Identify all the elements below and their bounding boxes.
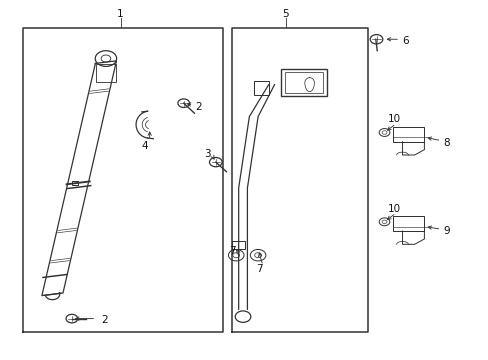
Bar [96, 64, 116, 82]
Text: 9: 9 [442, 226, 448, 237]
Bar [392, 216, 424, 231]
Text: 7: 7 [255, 264, 262, 274]
Text: 1: 1 [117, 9, 123, 19]
Text: 8: 8 [442, 138, 448, 148]
Text: 2: 2 [195, 102, 201, 112]
Bar [232, 241, 245, 249]
Bar [285, 72, 323, 93]
Bar [72, 181, 78, 185]
Text: 10: 10 [387, 113, 400, 123]
Text: 10: 10 [387, 203, 400, 213]
Bar [281, 69, 326, 96]
Text: 2: 2 [101, 315, 107, 325]
Text: 5: 5 [282, 9, 288, 19]
Bar [392, 127, 424, 142]
Text: 7: 7 [228, 246, 235, 256]
Text: 3: 3 [203, 149, 210, 159]
Text: 4: 4 [141, 141, 148, 151]
Text: 6: 6 [401, 36, 408, 46]
Bar [254, 81, 268, 95]
